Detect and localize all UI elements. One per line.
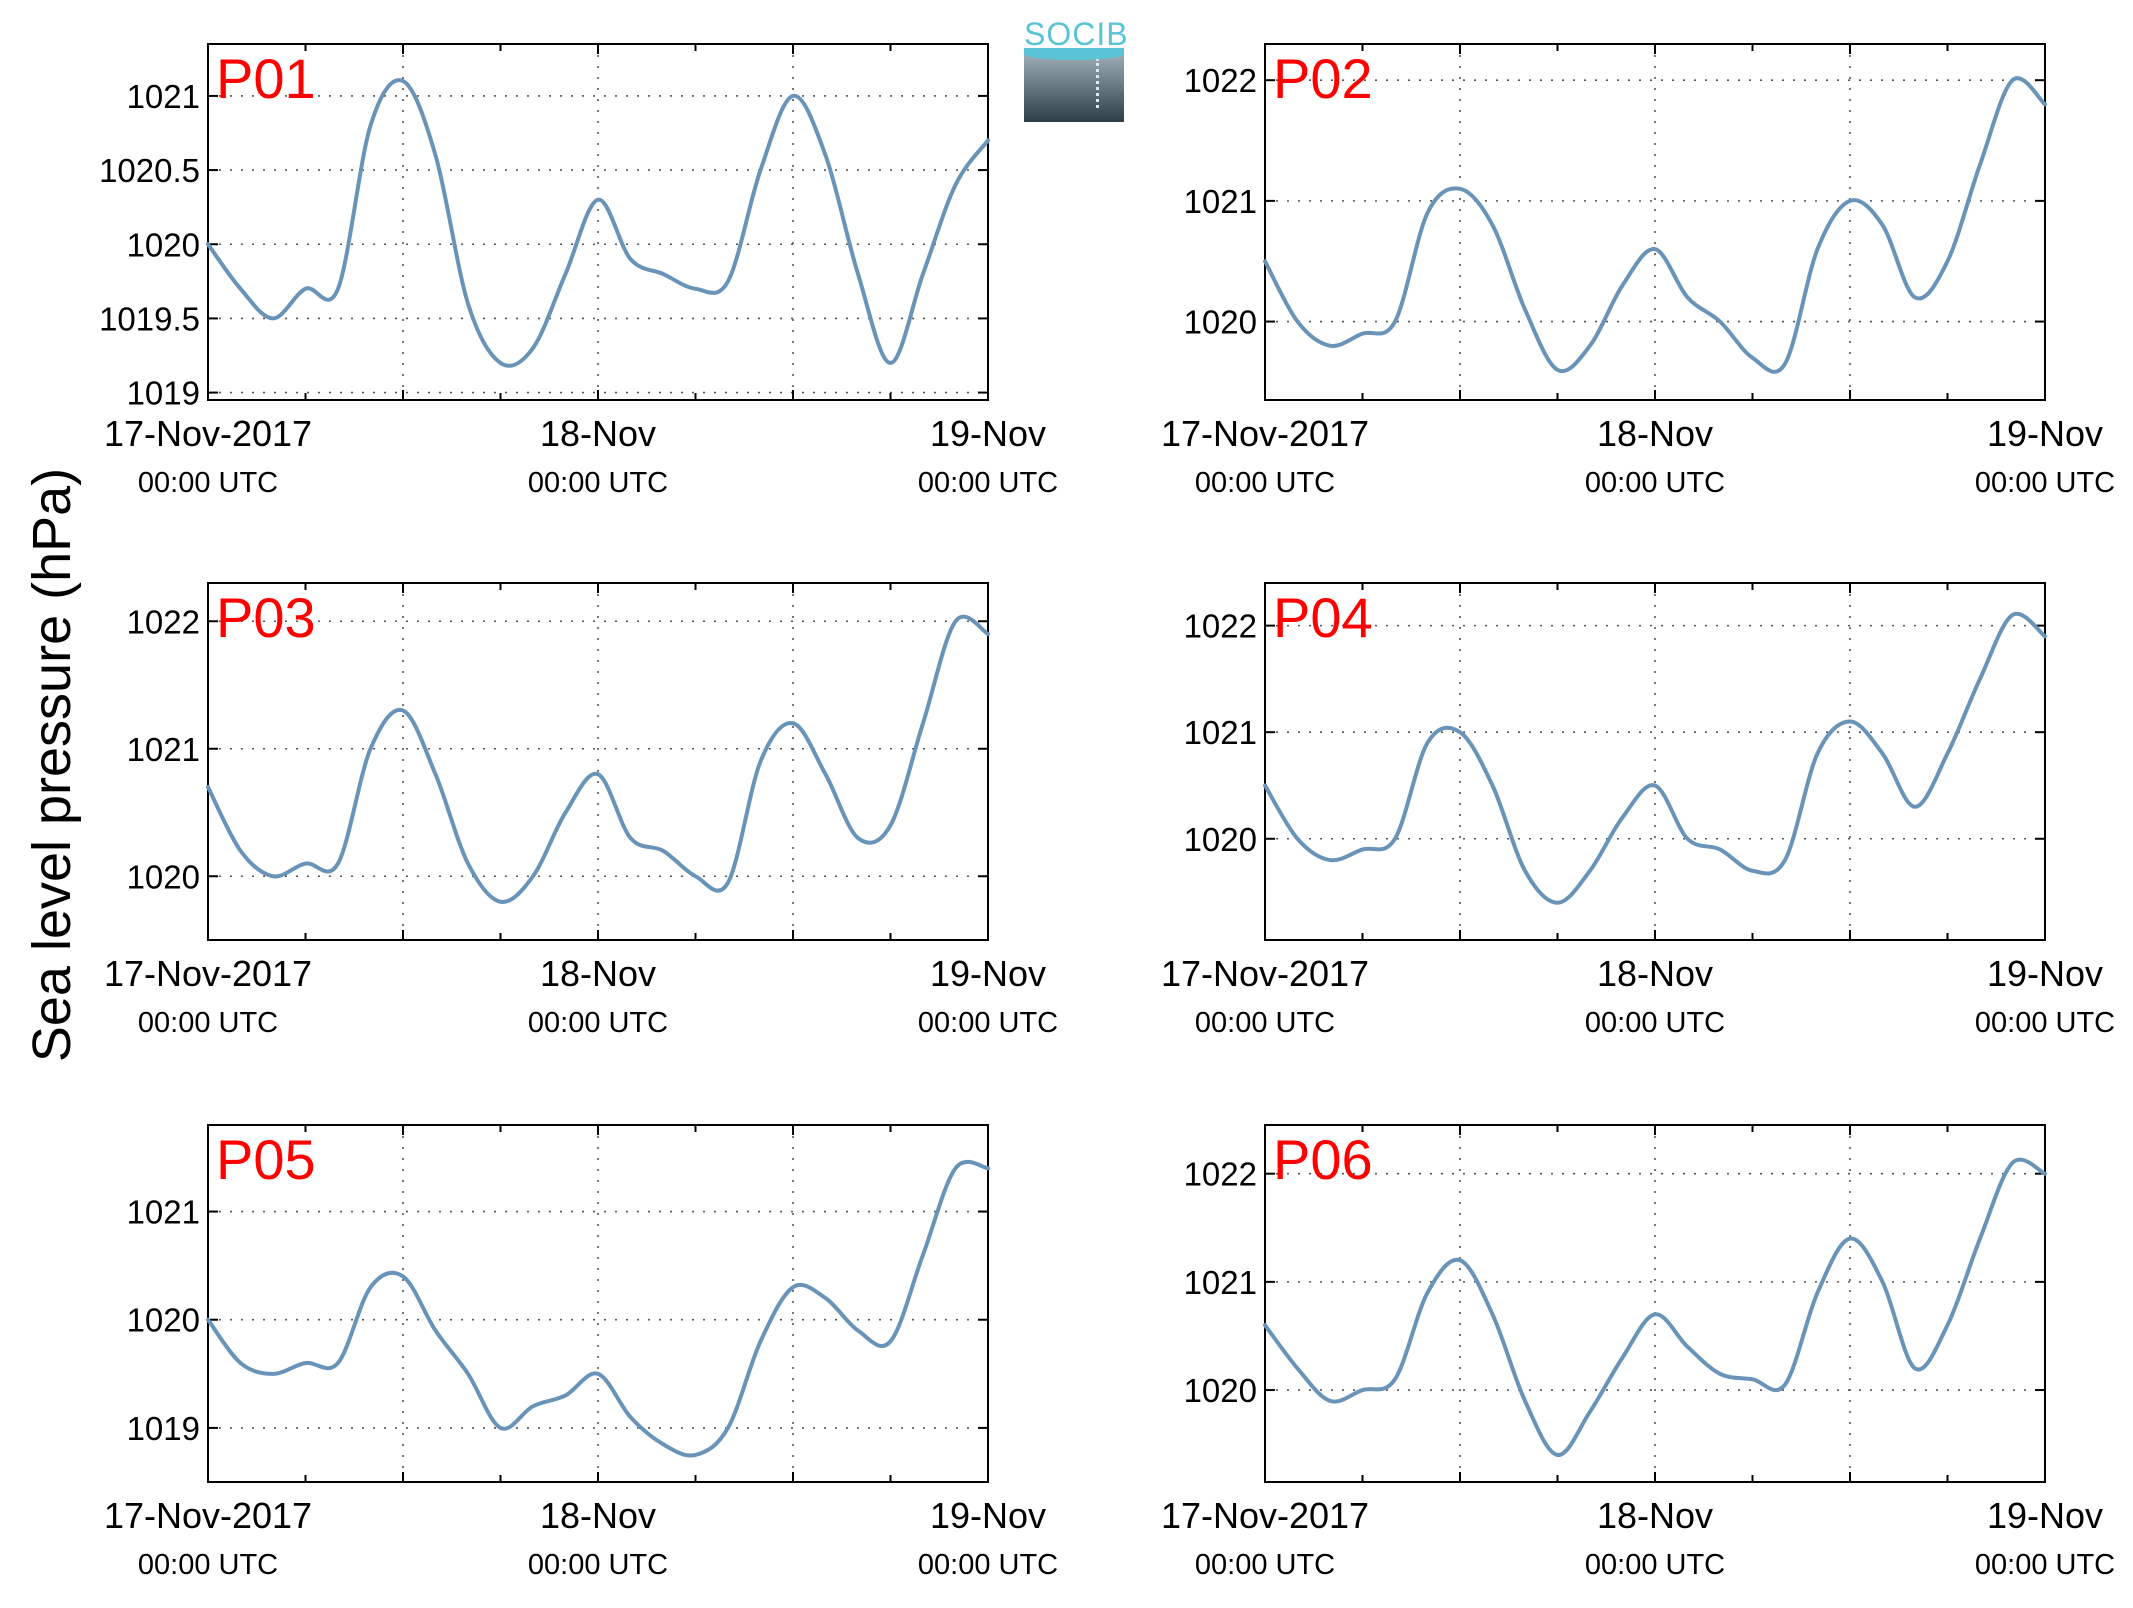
x-tick-label: 19-Nov bbox=[1987, 413, 2103, 454]
series-line bbox=[1263, 76, 2047, 374]
x-tick-label-time: 00:00 UTC bbox=[918, 467, 1058, 499]
x-tick-label-time: 00:00 UTC bbox=[1585, 1549, 1725, 1581]
y-tick-label: 1021 bbox=[1184, 1264, 1257, 1301]
panel-label: P05 bbox=[216, 1128, 316, 1191]
x-tick-label: 19-Nov bbox=[930, 953, 1046, 994]
x-tick-label-time: 00:00 UTC bbox=[1975, 1549, 2115, 1581]
panel-p04: 1020 1021 1022 17-Nov-2017 00:00 UTC 18-Nov 00… bbox=[1161, 582, 2115, 1039]
y-tick-label: 1021 bbox=[127, 78, 200, 115]
x-tick-label: 17-Nov-2017 bbox=[104, 953, 312, 994]
x-tick-label: 19-Nov bbox=[930, 413, 1046, 454]
y-tick-label: 1019 bbox=[127, 1410, 200, 1447]
x-tick-label-time: 00:00 UTC bbox=[918, 1007, 1058, 1039]
panel-label: P03 bbox=[216, 586, 316, 649]
panel-label: P06 bbox=[1273, 1128, 1373, 1191]
x-tick-label: 18-Nov bbox=[540, 413, 656, 454]
y-tick-label: 1022 bbox=[1184, 1156, 1257, 1193]
x-tick-label: 17-Nov-2017 bbox=[1161, 953, 1369, 994]
series-line bbox=[1263, 611, 2047, 905]
y-tick-label: 1021 bbox=[1184, 183, 1257, 220]
x-tick-label-time: 00:00 UTC bbox=[1975, 1007, 2115, 1039]
panel-p05: 1019 1020 1021 17-Nov-2017 00:00 UTC 18-Nov 00… bbox=[104, 1124, 1058, 1581]
y-tick-label: 1021 bbox=[127, 731, 200, 768]
x-tick-label: 17-Nov-2017 bbox=[1161, 1495, 1369, 1536]
x-tick-label: 18-Nov bbox=[540, 1495, 656, 1536]
panel-p06: 1020 1021 1022 17-Nov-2017 00:00 UTC 18-Nov 00… bbox=[1161, 1124, 2115, 1581]
plot-frame bbox=[1264, 582, 2046, 941]
y-tick-label: 1022 bbox=[1184, 62, 1257, 99]
x-tick-label: 19-Nov bbox=[1987, 953, 2103, 994]
x-tick-label: 17-Nov-2017 bbox=[1161, 413, 1369, 454]
y-tick-label: 1021 bbox=[127, 1194, 200, 1231]
socib-logo: SOCIB bbox=[1024, 16, 1129, 122]
panel-label: P02 bbox=[1273, 47, 1373, 110]
y-tick-label: 1019 bbox=[127, 375, 200, 412]
x-tick-label: 18-Nov bbox=[540, 953, 656, 994]
x-tick-label-time: 00:00 UTC bbox=[138, 1007, 278, 1039]
panel-label: P04 bbox=[1273, 586, 1373, 649]
x-tick-label: 17-Nov-2017 bbox=[104, 413, 312, 454]
x-tick-label-time: 00:00 UTC bbox=[1585, 1007, 1725, 1039]
x-tick-label: 18-Nov bbox=[1597, 1495, 1713, 1536]
x-tick-label-time: 00:00 UTC bbox=[138, 1549, 278, 1581]
y-tick-label: 1020 bbox=[1184, 1372, 1257, 1409]
x-tick-label: 19-Nov bbox=[930, 1495, 1046, 1536]
series-line bbox=[206, 1159, 990, 1458]
x-tick-label-time: 00:00 UTC bbox=[1195, 467, 1335, 499]
x-tick-label-time: 00:00 UTC bbox=[1195, 1549, 1335, 1581]
y-tick-label: 1020 bbox=[127, 1302, 200, 1339]
plot-frame bbox=[1264, 1124, 2046, 1483]
y-tick-label: 1020 bbox=[127, 226, 200, 263]
series-line bbox=[206, 614, 990, 904]
x-tick-label-time: 00:00 UTC bbox=[1195, 1007, 1335, 1039]
panel-label: P01 bbox=[216, 47, 316, 110]
x-tick-label: 18-Nov bbox=[1597, 953, 1713, 994]
x-tick-label-time: 00:00 UTC bbox=[528, 1007, 668, 1039]
y-tick-label: 1022 bbox=[1184, 608, 1257, 645]
x-tick-label-time: 00:00 UTC bbox=[528, 1549, 668, 1581]
x-tick-label: 18-Nov bbox=[1597, 413, 1713, 454]
x-tick-label: 17-Nov-2017 bbox=[104, 1495, 312, 1536]
panel-p01: 1019 1019.5 1020 1020.5 1021 17-Nov-2017 00:00… bbox=[99, 43, 1058, 499]
series-line bbox=[206, 78, 990, 368]
logo-wave bbox=[1024, 48, 1124, 60]
x-tick-label-time: 00:00 UTC bbox=[918, 1549, 1058, 1581]
y-tick-label: 1020 bbox=[1184, 304, 1257, 341]
series-line bbox=[1263, 1157, 2047, 1457]
plot-frame bbox=[207, 582, 989, 941]
panel-p03: 1020 1021 1022 17-Nov-2017 00:00 UTC 18-Nov 00… bbox=[104, 582, 1058, 1039]
y-axis-label: Sea level pressure (hPa) bbox=[22, 468, 82, 1062]
panel-p02: 1020 1021 1022 17-Nov-2017 00:00 UTC 18-Nov 00… bbox=[1161, 43, 2115, 499]
logo-text: SOCIB bbox=[1024, 16, 1129, 52]
x-tick-label-time: 00:00 UTC bbox=[528, 467, 668, 499]
x-tick-label: 19-Nov bbox=[1987, 1495, 2103, 1536]
x-tick-label-time: 00:00 UTC bbox=[1975, 467, 2115, 499]
plot-frame bbox=[207, 1124, 989, 1483]
y-tick-label: 1020.5 bbox=[99, 152, 200, 189]
y-tick-label: 1019.5 bbox=[99, 300, 200, 337]
logo-block bbox=[1024, 52, 1124, 122]
x-tick-label-time: 00:00 UTC bbox=[138, 467, 278, 499]
y-tick-label: 1020 bbox=[127, 858, 200, 895]
x-tick-label-time: 00:00 UTC bbox=[1585, 467, 1725, 499]
y-tick-label: 1021 bbox=[1184, 714, 1257, 751]
y-tick-label: 1022 bbox=[127, 603, 200, 640]
y-tick-label: 1020 bbox=[1184, 821, 1257, 858]
